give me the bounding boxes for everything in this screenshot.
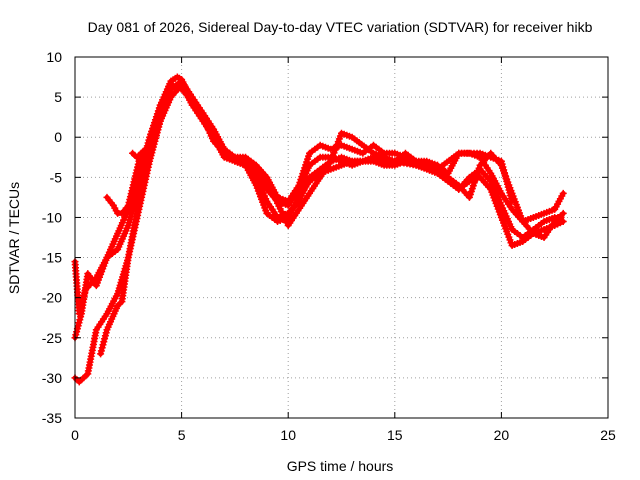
chart-title: Day 081 of 2026, Sidereal Day-to-day VTE… xyxy=(88,19,593,35)
series-trail xyxy=(98,82,515,357)
y-tick-label: -30 xyxy=(42,370,62,386)
series-trail xyxy=(72,78,566,385)
y-tick-label: 5 xyxy=(54,89,62,105)
data-series xyxy=(71,73,567,386)
x-tick-label: 25 xyxy=(600,427,616,443)
x-tick-label: 15 xyxy=(387,427,403,443)
x-tick-label: 5 xyxy=(178,427,186,443)
y-tick-label: -10 xyxy=(42,209,62,225)
series-markers xyxy=(97,81,516,358)
series-markers xyxy=(71,77,567,342)
y-tick-label: -25 xyxy=(42,330,62,346)
y-tick-label: 0 xyxy=(54,129,62,145)
x-tick-label: 10 xyxy=(280,427,296,443)
series-track-6 xyxy=(129,145,149,161)
y-tick-label: -20 xyxy=(42,290,62,306)
axis-ticks: 0 5 10 15 20 25 -35 -30 -25 -20 -15 -10 -5 0 5 10 xyxy=(42,49,616,443)
x-tick-label: 0 xyxy=(71,427,79,443)
series-trail xyxy=(72,78,566,341)
y-tick-label: 10 xyxy=(46,49,62,65)
series-trail xyxy=(72,74,564,317)
series-track-3 xyxy=(71,77,567,386)
y-tick-label: -5 xyxy=(50,169,63,185)
x-tick-label: 20 xyxy=(494,427,510,443)
x-axis-label: GPS time / hours xyxy=(287,458,394,474)
series-track-4 xyxy=(97,81,516,358)
series-markers xyxy=(129,145,149,161)
series-track-2 xyxy=(71,77,567,342)
y-axis-label: SDTVAR / TECUs xyxy=(6,182,22,294)
y-tick-label: -35 xyxy=(42,410,62,426)
y-tick-label: -15 xyxy=(42,250,62,266)
series-markers xyxy=(71,77,567,386)
series-track-5 xyxy=(103,81,567,225)
series-markers xyxy=(103,81,567,225)
plot-frame xyxy=(74,56,609,419)
